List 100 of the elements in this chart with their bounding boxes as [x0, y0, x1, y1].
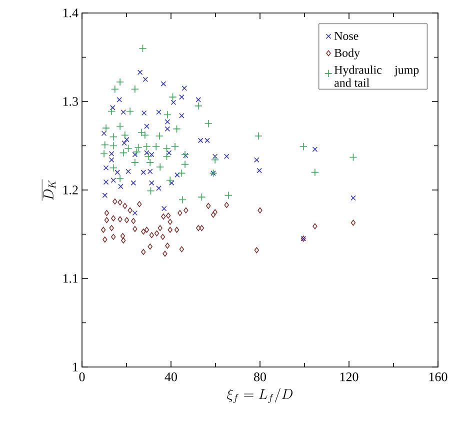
point: [166, 212, 171, 219]
point: [312, 223, 318, 230]
point: [120, 131, 129, 140]
point: [141, 228, 146, 235]
point: [162, 144, 171, 152]
point: [116, 122, 124, 130]
point: [196, 225, 201, 232]
y-tick-label: 1.4: [63, 8, 78, 18]
point: [102, 192, 108, 198]
point: [118, 184, 124, 190]
x-tick-label: 80: [254, 372, 266, 382]
point: [179, 246, 184, 252]
point: [210, 212, 216, 218]
point: [164, 126, 170, 132]
point: [141, 248, 146, 255]
point: [171, 142, 180, 151]
point: [118, 216, 122, 222]
point: [132, 148, 141, 156]
point: [350, 195, 356, 201]
point: [110, 178, 116, 183]
point: [172, 124, 181, 133]
y-tick-label: 1: [73, 362, 78, 372]
point: [141, 110, 147, 116]
point: [148, 244, 152, 250]
point: [258, 207, 262, 214]
point: [162, 152, 171, 160]
point: [162, 250, 168, 257]
point: [100, 140, 109, 149]
point: [134, 144, 142, 152]
point: [122, 202, 128, 209]
point: [132, 152, 138, 158]
y-axis-title: $\overline{D_K}$: [42, 179, 56, 201]
point: [120, 109, 126, 115]
y-tick-label: 1.3: [63, 97, 78, 106]
point: [179, 94, 184, 100]
point: [144, 226, 150, 233]
point: [160, 81, 166, 86]
point: [256, 168, 262, 174]
point: [204, 120, 212, 128]
point: [111, 234, 116, 240]
point: [114, 170, 120, 175]
point: [110, 105, 116, 110]
point: [349, 153, 358, 162]
point: [101, 130, 107, 136]
point: [124, 144, 132, 152]
point: [156, 162, 164, 171]
point: [108, 151, 114, 156]
point: [110, 85, 119, 94]
point: [206, 202, 211, 209]
point: [254, 247, 260, 254]
legend-label: Hydraulic jump and tail: [334, 65, 419, 87]
point: [224, 191, 232, 200]
point: [130, 180, 136, 186]
point: [196, 97, 202, 102]
point: [161, 206, 167, 212]
point: [149, 232, 154, 238]
point: [156, 109, 162, 115]
point: [152, 142, 160, 151]
point: [116, 97, 122, 102]
point: [137, 70, 143, 75]
point: [212, 209, 218, 216]
point: [137, 201, 142, 208]
point: [181, 160, 190, 168]
point: [168, 218, 172, 225]
point: [146, 186, 155, 195]
point: [118, 199, 122, 206]
point: [121, 237, 126, 244]
point: [144, 124, 150, 129]
legend-label: Nose: [334, 32, 358, 40]
point: [124, 217, 130, 224]
point: [158, 225, 162, 232]
point: [109, 142, 118, 150]
point: [166, 176, 174, 184]
point: [161, 214, 166, 220]
point: [124, 136, 130, 142]
point: [111, 215, 116, 222]
point: [212, 154, 218, 160]
point: [165, 242, 170, 249]
point: [350, 220, 356, 226]
point: [130, 85, 139, 94]
point: [179, 113, 184, 118]
point: [184, 207, 188, 214]
point: [128, 207, 132, 214]
point: [116, 174, 124, 182]
point: [178, 169, 186, 178]
point: [112, 198, 118, 205]
point: [102, 236, 108, 243]
point: [156, 186, 162, 191]
point: [109, 132, 118, 141]
point: [148, 180, 154, 186]
point: [103, 165, 109, 171]
point: [132, 210, 138, 216]
point: [174, 226, 180, 233]
point: [312, 146, 318, 152]
point: [310, 168, 319, 176]
point: [211, 156, 220, 164]
point: [155, 132, 164, 140]
point: [109, 164, 118, 172]
point: [142, 142, 151, 151]
point: [178, 210, 182, 216]
